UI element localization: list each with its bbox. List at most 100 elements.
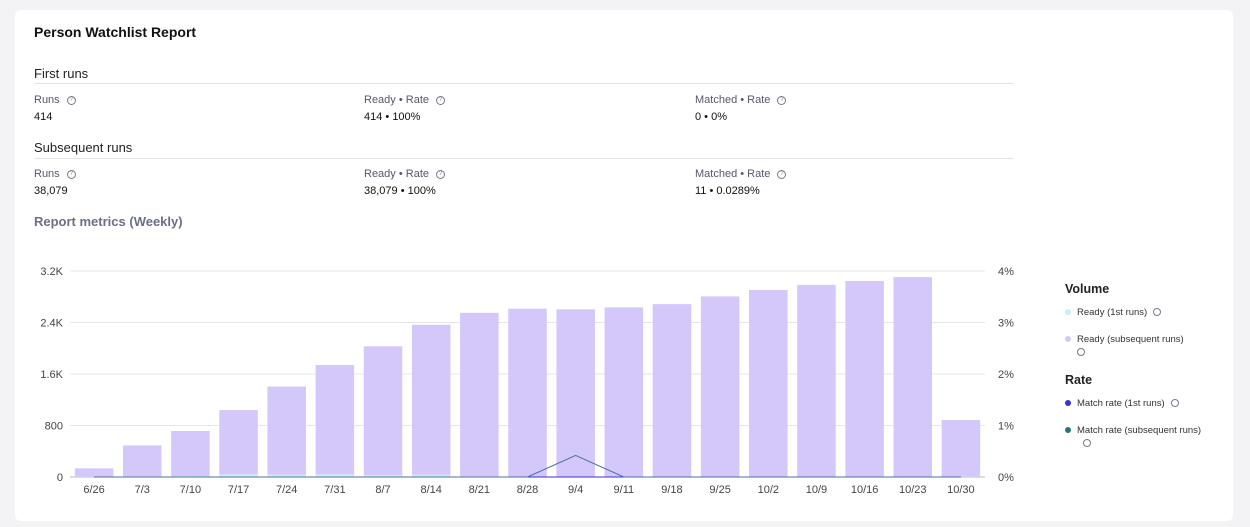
- legend-swatch: [1065, 336, 1071, 342]
- bar-ready-subsequent-runs: [652, 304, 692, 477]
- x-tick-label: 10/16: [851, 484, 879, 496]
- bar-ready-subsequent-runs: [411, 324, 451, 475]
- bar-ready-subsequent-runs: [171, 430, 210, 477]
- help-icon[interactable]: [1153, 308, 1162, 317]
- y-right-tick-label: 4%: [998, 266, 1014, 278]
- help-icon[interactable]: [1083, 439, 1091, 448]
- divider: [34, 83, 1014, 84]
- divider: [34, 158, 1014, 159]
- y-left-tick-label: 800: [45, 421, 63, 433]
- bar-ready-subsequent-runs: [749, 289, 788, 477]
- bar-ready-subsequent-runs: [508, 308, 547, 477]
- legend-item[interactable]: Match rate (subsequent runs): [1065, 424, 1215, 450]
- help-icon[interactable]: [1170, 399, 1179, 408]
- help-icon[interactable]: ?: [66, 169, 76, 179]
- bar-ready-subsequent-runs: [556, 309, 595, 477]
- help-icon[interactable]: [1077, 348, 1085, 357]
- legend-swatch: [1065, 309, 1071, 315]
- first-runs-heading: First runs: [34, 66, 89, 81]
- legend-item[interactable]: Ready (subsequent runs): [1065, 333, 1215, 359]
- first-runs-ready-metric: Ready • Rate? 414 • 100%: [364, 94, 445, 123]
- x-tick-label: 8/14: [420, 484, 441, 496]
- bar-ready-subsequent-runs: [74, 468, 114, 477]
- subsequent-runs-ready-metric: Ready • Rate? 38,079 • 100%: [364, 168, 445, 197]
- bar-ready-first-runs: [411, 474, 451, 477]
- metric-label: Runs: [34, 94, 60, 106]
- legend-rate-heading: Rate: [1065, 373, 1093, 387]
- x-tick-label: 7/17: [228, 484, 249, 496]
- weekly-metrics-chart: 0 800 1.6K 2.4K 3.2K 0% 1% 2% 3% 4% 6/26 7/3 7/10 7/1…: [40, 266, 1014, 496]
- bar-ready-subsequent-runs: [363, 346, 403, 476]
- legend-item[interactable]: Ready (1st runs): [1065, 306, 1215, 319]
- y-left-tick-label: 1.6K: [40, 369, 63, 381]
- metric-label: Ready • Rate: [364, 94, 429, 106]
- bar-ready-subsequent-runs: [700, 296, 740, 477]
- x-tick-label: 6/26: [83, 484, 104, 496]
- subsequent-runs-heading: Subsequent runs: [34, 140, 133, 155]
- page-title: Person Watchlist Report: [34, 24, 197, 40]
- metric-label: Matched • Rate: [695, 94, 771, 106]
- bar-ready-subsequent-runs: [893, 277, 933, 477]
- help-icon[interactable]: ?: [436, 95, 445, 105]
- y-right-tick-label: 0%: [998, 472, 1014, 484]
- x-tick-label: 10/23: [899, 484, 927, 496]
- bar-ready-subsequent-runs: [797, 284, 836, 477]
- bar-ready-first-runs: [219, 474, 258, 477]
- bar-ready-subsequent-runs: [845, 280, 884, 477]
- bar-ready-subsequent-runs: [315, 364, 355, 475]
- x-tick-label: 10/30: [947, 484, 975, 496]
- metric-label: Matched • Rate: [695, 168, 771, 180]
- bar-ready-subsequent-runs: [267, 386, 306, 475]
- help-icon[interactable]: ?: [777, 169, 787, 179]
- metric-label: Runs: [34, 168, 60, 180]
- metric-value: 0 • 0%: [695, 111, 727, 123]
- x-tick-label: 8/28: [517, 484, 538, 496]
- y-right-tick-label: 3%: [998, 318, 1014, 330]
- match-rate-line: [94, 454, 961, 478]
- bar-ready-subsequent-runs: [604, 307, 644, 477]
- help-icon[interactable]: ?: [66, 95, 76, 105]
- bar-ready-subsequent-runs: [460, 312, 499, 477]
- bar-ready-first-runs: [315, 474, 355, 477]
- x-tick-label: 7/3: [135, 484, 150, 496]
- metric-value: 38,079 • 100%: [364, 185, 436, 197]
- x-tick-label: 9/18: [661, 484, 682, 496]
- x-tick-label: 9/25: [709, 484, 730, 496]
- metrics-title: Report metrics (Weekly): [34, 214, 183, 229]
- y-left-tick-label: 2.4K: [40, 318, 63, 330]
- legend-swatch: [1065, 400, 1071, 406]
- x-tick-label: 7/31: [324, 484, 345, 496]
- x-tick-label: 7/10: [180, 484, 201, 496]
- help-icon[interactable]: ?: [777, 95, 787, 105]
- metric-value: 11 • 0.0289%: [695, 185, 760, 197]
- x-tick-label: 8/21: [469, 484, 490, 496]
- legend-item[interactable]: Match rate (1st runs): [1065, 397, 1215, 410]
- x-tick-label: 10/9: [806, 484, 827, 496]
- legend-label: Ready (1st runs): [1077, 307, 1148, 318]
- x-tick-label: 9/11: [614, 484, 635, 496]
- y-left-tick-label: 0: [57, 472, 63, 484]
- y-right-tick-label: 2%: [998, 369, 1014, 381]
- subsequent-runs-runs-metric: Runs? 38,079: [34, 168, 76, 197]
- x-tick-label: 10/2: [758, 484, 779, 496]
- help-icon[interactable]: ?: [436, 169, 445, 179]
- bar-ready-first-runs: [267, 474, 306, 477]
- bar-ready-subsequent-runs: [941, 420, 981, 477]
- legend-swatch: [1065, 427, 1071, 433]
- metric-value: 414 • 100%: [364, 111, 421, 123]
- x-tick-label: 7/24: [276, 484, 297, 496]
- x-tick-label: 9/4: [568, 484, 583, 496]
- legend-label: Ready (subsequent runs): [1077, 334, 1184, 345]
- legend-label: Match rate (1st runs): [1077, 398, 1165, 409]
- metric-value: 414: [34, 111, 53, 123]
- report-card: Person Watchlist Report First runs Runs?…: [15, 10, 1233, 521]
- legend-volume-heading: Volume: [1065, 282, 1110, 296]
- y-right-tick-label: 1%: [998, 421, 1014, 433]
- first-runs-runs-metric: Runs? 414: [34, 94, 76, 123]
- x-tick-label: 8/7: [375, 484, 390, 496]
- bar-ready-subsequent-runs: [219, 410, 258, 475]
- y-left-tick-label: 3.2K: [40, 266, 63, 278]
- bar-ready-first-runs: [363, 475, 403, 477]
- first-runs-matched-metric: Matched • Rate? 0 • 0%: [695, 94, 787, 123]
- metric-value: 38,079: [34, 185, 68, 197]
